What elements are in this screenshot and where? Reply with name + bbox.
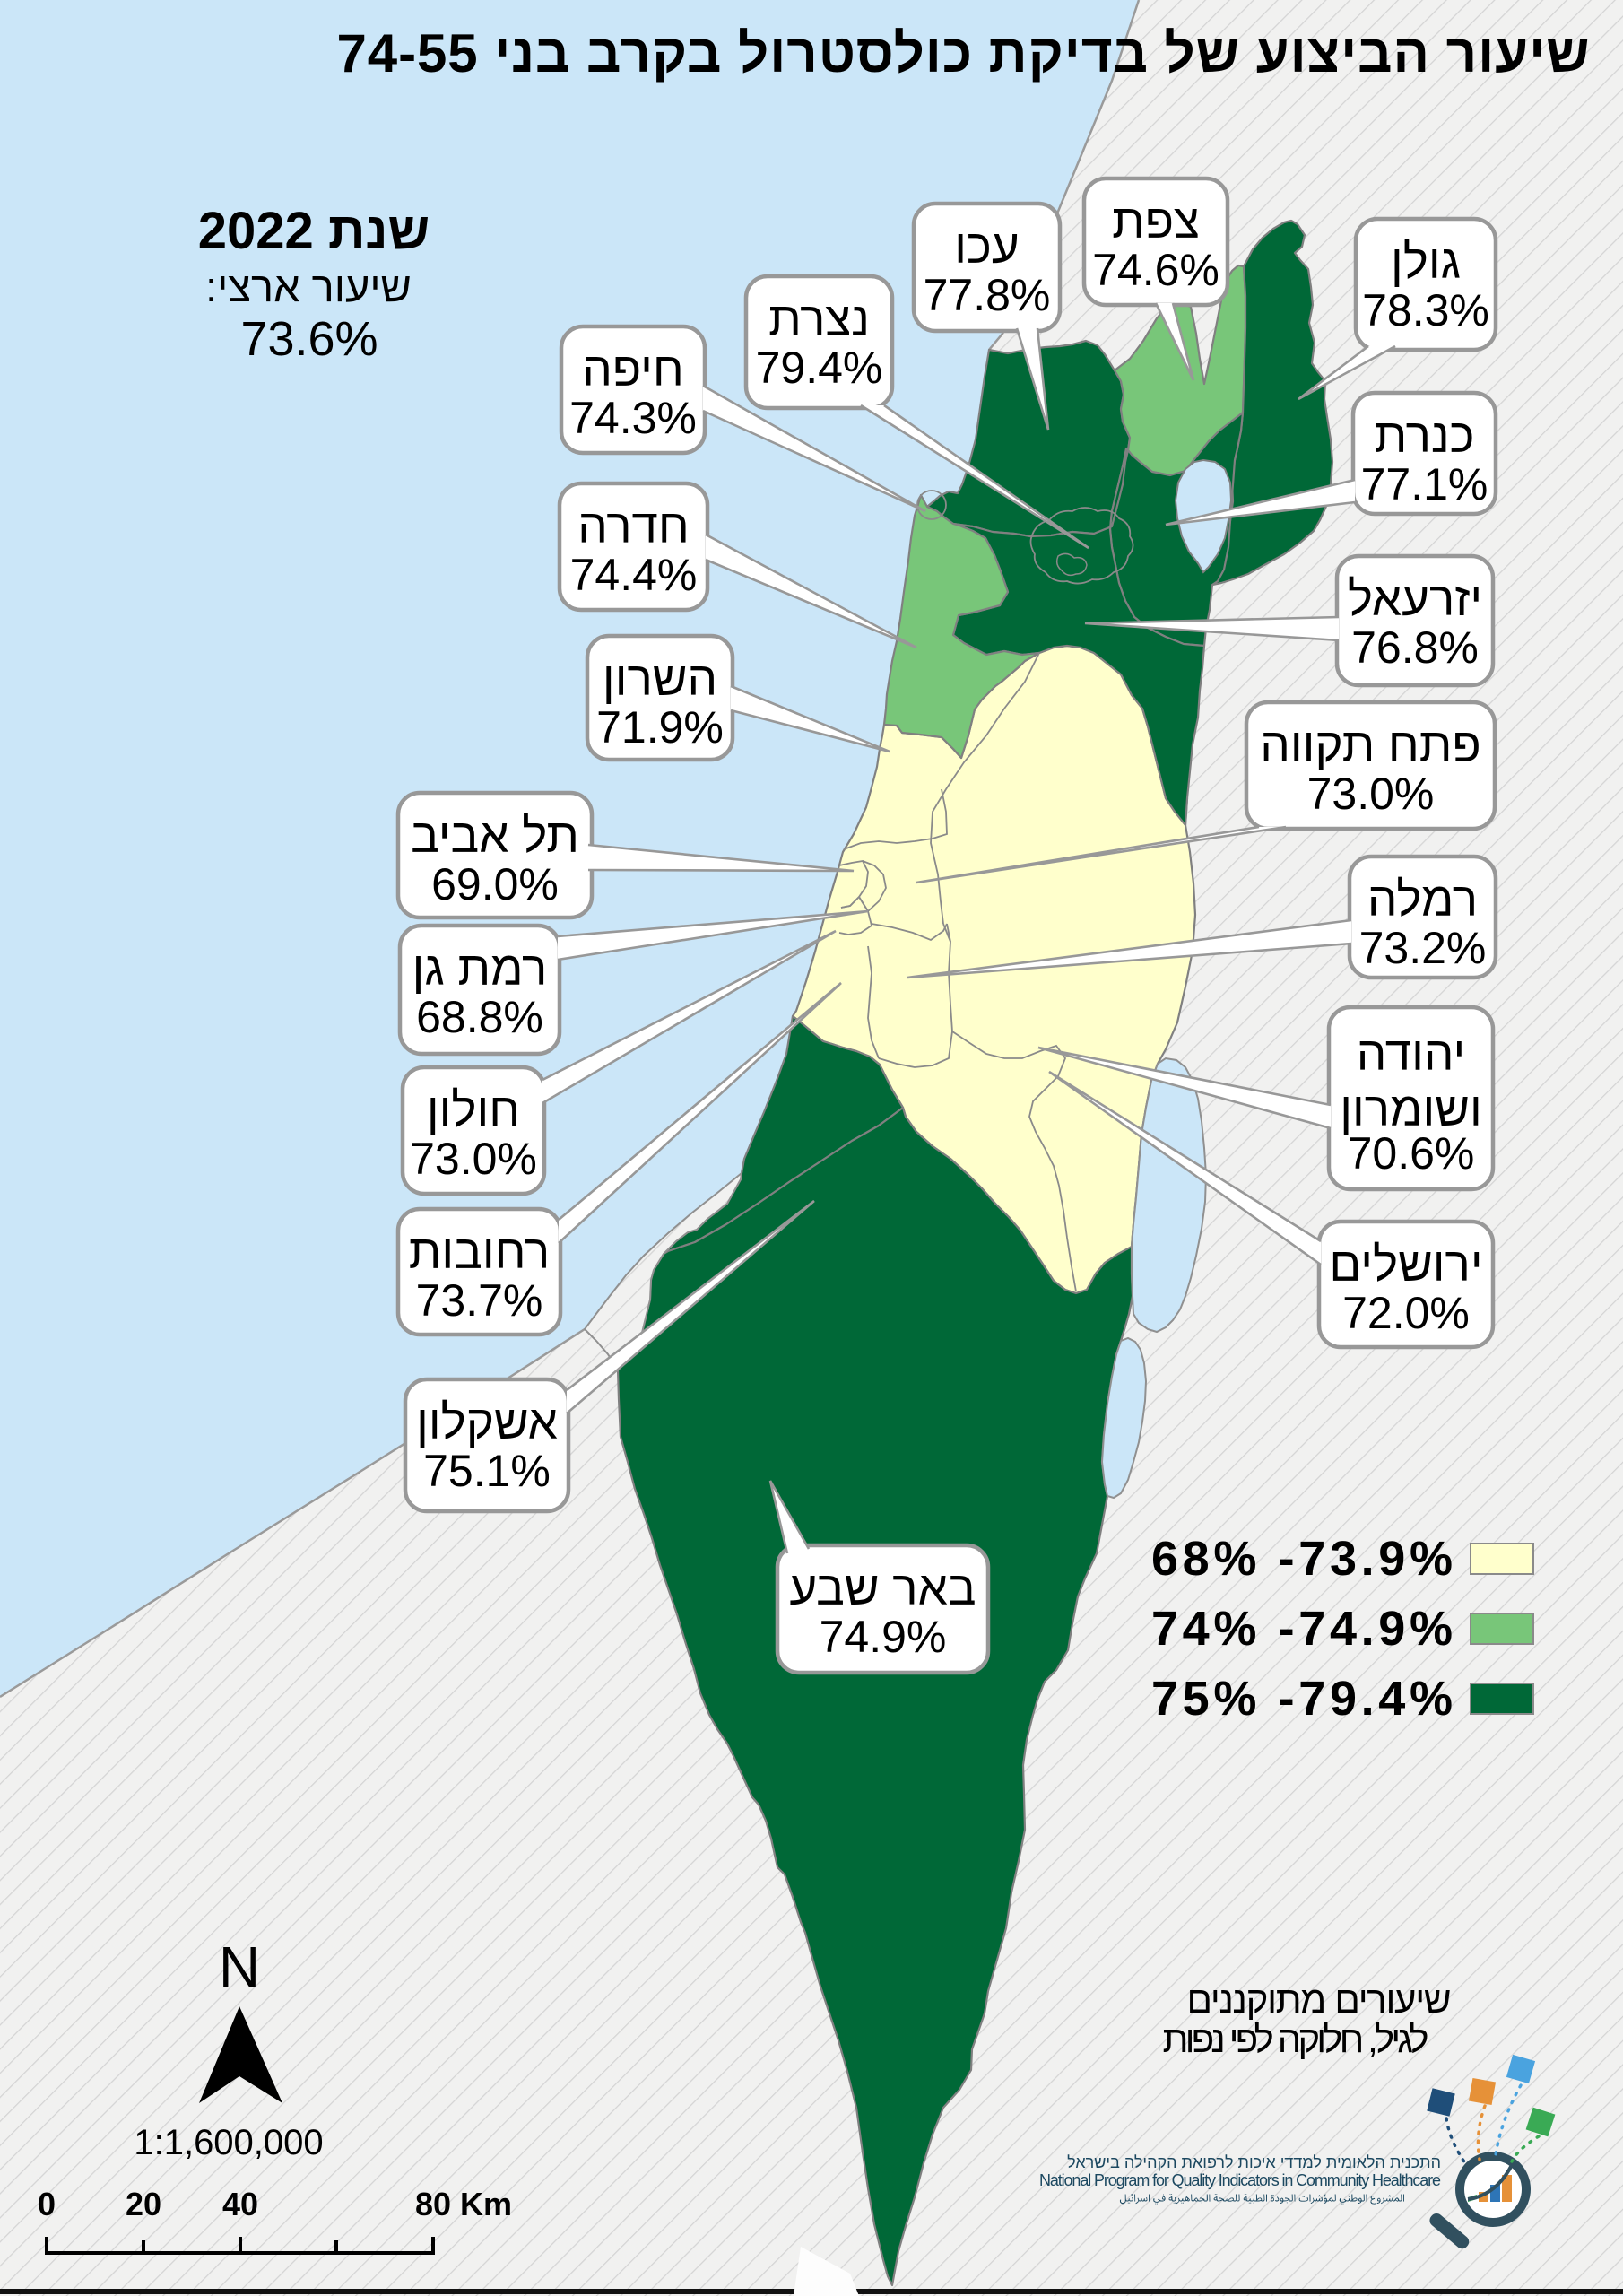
svg-text:ושומרון: ושומרון bbox=[1340, 1083, 1481, 1136]
svg-text:צפת: צפת bbox=[1112, 196, 1200, 248]
svg-text:רמלה: רמלה bbox=[1367, 874, 1478, 926]
svg-text:לגיל, חלוקה לפי נפות: לגיל, חלוקה לפי נפות bbox=[1163, 2018, 1429, 2060]
svg-text:יזרעאל: יזרעאל bbox=[1348, 573, 1482, 626]
svg-text:אשקלון: אשקלון bbox=[416, 1396, 558, 1449]
svg-text:גולן: גולן bbox=[1391, 236, 1461, 289]
svg-text:74% -74.9%: 74% -74.9% bbox=[1151, 1602, 1453, 1656]
svg-text:73.6%: 73.6% bbox=[240, 312, 378, 366]
svg-text:71.9%: 71.9% bbox=[596, 702, 724, 752]
svg-text:74.3%: 74.3% bbox=[569, 393, 697, 443]
svg-text:התכנית הלאומית למדדי איכות לרפ: התכנית הלאומית למדדי איכות לרפואת הקהילה… bbox=[1067, 2153, 1441, 2171]
svg-text:יהודה: יהודה bbox=[1357, 1028, 1465, 1081]
svg-text:75% -79.4%: 75% -79.4% bbox=[1151, 1672, 1453, 1726]
svg-text:עכו: עכו bbox=[954, 221, 1019, 274]
svg-text:68.8%: 68.8% bbox=[416, 992, 543, 1042]
svg-text:N: N bbox=[219, 1935, 260, 1999]
svg-text:77.8%: 77.8% bbox=[924, 270, 1051, 320]
svg-text:74.4%: 74.4% bbox=[570, 550, 698, 600]
svg-text:באר שבע: באר שבע bbox=[789, 1562, 976, 1615]
svg-text:78.3%: 78.3% bbox=[1362, 285, 1489, 335]
svg-text:ירושלים: ירושלים bbox=[1329, 1239, 1482, 1292]
svg-text:שנת 2022: שנת 2022 bbox=[198, 202, 430, 260]
svg-text:76.8%: 76.8% bbox=[1351, 622, 1479, 673]
svg-text:75.1%: 75.1% bbox=[423, 1446, 551, 1496]
svg-text:רמת גן: רמת גן bbox=[412, 943, 548, 996]
svg-text:כנרת: כנרת bbox=[1375, 410, 1475, 463]
svg-text:79.4%: 79.4% bbox=[756, 343, 883, 393]
svg-text:40: 40 bbox=[222, 2186, 258, 2222]
svg-text:תל אביב: תל אביב bbox=[411, 810, 579, 863]
svg-text:רחובות: רחובות bbox=[409, 1226, 550, 1279]
svg-text:חיפה: חיפה bbox=[582, 344, 684, 396]
svg-text:חולון: חולון bbox=[427, 1084, 520, 1137]
svg-text:0: 0 bbox=[38, 2186, 56, 2222]
svg-text:72.0%: 72.0% bbox=[1342, 1288, 1470, 1338]
svg-text:National Program for Quality I: National Program for Quality Indicators … bbox=[1039, 2171, 1441, 2189]
svg-text:נצרת: נצרת bbox=[768, 293, 870, 346]
svg-text:שיעורים מתוקננים: שיעורים מתוקננים bbox=[1187, 1979, 1452, 2021]
svg-text:1:1,600,000: 1:1,600,000 bbox=[134, 2123, 323, 2162]
svg-text:חדרה: חדרה bbox=[577, 500, 690, 553]
svg-text:השרון: השרון bbox=[603, 653, 717, 706]
svg-text:פתח תקווה: פתח תקווה bbox=[1260, 719, 1481, 772]
svg-text:70.6%: 70.6% bbox=[1348, 1128, 1475, 1178]
svg-text:73.0%: 73.0% bbox=[1307, 769, 1435, 819]
svg-text:שיעור הביצוע של בדיקת כולסטרול: שיעור הביצוע של בדיקת כולסטרול בקרב בני … bbox=[337, 23, 1590, 83]
svg-text:74.6%: 74.6% bbox=[1092, 245, 1219, 295]
svg-text:73.7%: 73.7% bbox=[416, 1275, 543, 1326]
svg-text:שיעור ארצי:: שיעור ארצי: bbox=[205, 263, 412, 310]
svg-text:20: 20 bbox=[126, 2186, 161, 2222]
svg-text:80: 80 bbox=[415, 2186, 451, 2222]
svg-text:68% -73.9%: 68% -73.9% bbox=[1151, 1532, 1453, 1586]
svg-text:69.0%: 69.0% bbox=[431, 859, 559, 909]
svg-text:Km: Km bbox=[460, 2186, 512, 2222]
svg-text:73.2%: 73.2% bbox=[1359, 923, 1487, 973]
svg-text:73.0%: 73.0% bbox=[410, 1134, 537, 1184]
svg-text:77.1%: 77.1% bbox=[1361, 459, 1488, 509]
svg-text:74.9%: 74.9% bbox=[820, 1612, 947, 1662]
